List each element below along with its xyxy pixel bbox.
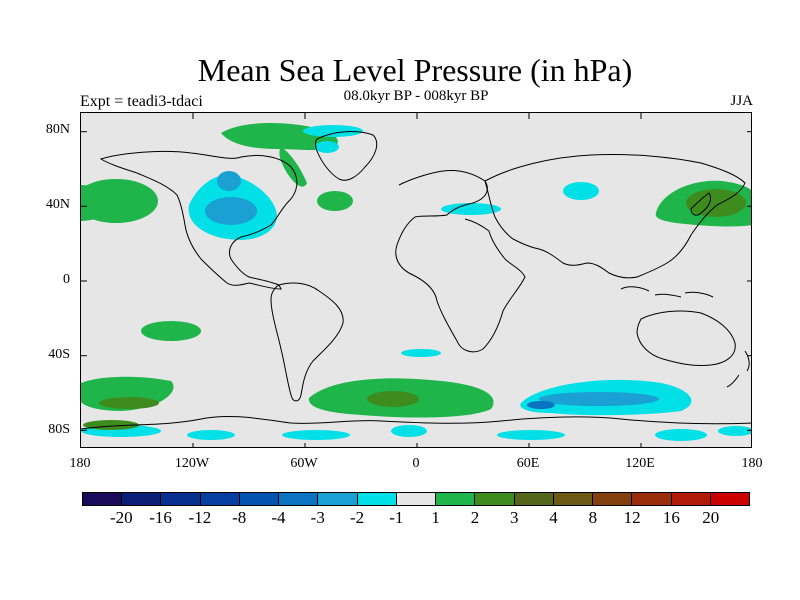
colorbar-swatch (200, 493, 240, 505)
anomaly-region (367, 391, 419, 407)
colorbar-label: -12 (188, 508, 212, 527)
colorbar-swatch (593, 493, 633, 505)
colorbar-label: 2 (470, 508, 480, 527)
anomaly-region (217, 171, 241, 191)
coastline-new-zealand (726, 350, 750, 388)
colorbar-label: 20 (702, 508, 720, 527)
anomaly-region (279, 147, 307, 187)
anomaly-region (391, 425, 427, 437)
anomaly-region (187, 430, 235, 440)
colorbar-swatch (239, 493, 280, 505)
lon-tick-label: 180 (741, 456, 763, 471)
coastline-australia (636, 310, 736, 366)
anomaly-region (141, 321, 201, 341)
anomaly-region (539, 392, 659, 406)
colorbar-swatch (83, 493, 123, 505)
season-label: JJA (730, 93, 753, 109)
colorbar-swatch (553, 493, 594, 505)
anomaly-region (563, 182, 599, 200)
colorbar-swatch (122, 493, 162, 505)
colorbar-swatch (279, 493, 319, 505)
colorbar-label: 3 (509, 508, 519, 527)
lon-tick-label: 60W (290, 456, 318, 471)
coastline-antarctica (81, 415, 751, 430)
lat-tick-label: 0 (63, 272, 70, 287)
anomaly-region (317, 191, 353, 211)
lon-tick-label: 120W (174, 456, 210, 471)
colorbar-swatch (475, 493, 515, 505)
lat-tick-label: 40N (45, 197, 70, 212)
anomaly-region (81, 185, 111, 221)
anomaly-region (401, 349, 441, 357)
coastline-south-america (270, 282, 344, 402)
coastline-north-america (99, 150, 298, 290)
map-subtitle: 08.0kyr BP - 008kyr BP (343, 88, 489, 104)
colorbar (82, 492, 750, 506)
colorbar-swatch (357, 493, 397, 505)
colorbar-label: -8 (232, 508, 247, 527)
map-svg (81, 113, 751, 447)
anomaly-region (686, 189, 746, 217)
map-plot-area (80, 112, 752, 448)
colorbar-swatch (436, 493, 476, 505)
anomaly-region (441, 203, 501, 215)
anomaly-region (497, 430, 565, 440)
anomaly-region (282, 430, 350, 440)
anomaly-region (527, 401, 555, 409)
colorbar-label: 12 (623, 508, 641, 527)
lon-tick-label: 0 (412, 456, 420, 471)
coastline-europe-africa (395, 170, 526, 353)
colorbar-label: 16 (662, 508, 680, 527)
colorbar-label: 4 (549, 508, 558, 527)
colorbar-swatch (514, 493, 554, 505)
lat-tick-label: 80N (45, 122, 70, 137)
tick-marks (81, 113, 751, 447)
colorbar-label: -1 (389, 508, 404, 527)
map-title: Mean Sea Level Pressure (in hPa) (197, 52, 633, 88)
anomaly-region (303, 125, 363, 137)
colorbar-swatch (710, 493, 749, 505)
experiment-label: Expt = teadi3-tdaci (80, 93, 203, 110)
colorbar-swatch (671, 493, 711, 505)
colorbar-label: -20 (109, 508, 133, 527)
anomaly-region (655, 429, 707, 441)
coastline-greenland (315, 131, 378, 181)
lat-tick-label: 80S (48, 422, 70, 437)
colorbar-swatch (161, 493, 201, 505)
anomaly-region (718, 426, 751, 436)
coastlines (81, 131, 751, 430)
coastline-asia (484, 153, 746, 279)
colorbar-label: 8 (588, 508, 598, 527)
colorbar-label: -3 (310, 508, 325, 527)
lon-tick-label: 60E (516, 456, 540, 471)
lat-tick-label: 40S (48, 347, 70, 362)
colorbar-label: 1 (431, 508, 440, 527)
anomaly-region (99, 397, 159, 409)
coastline-japan (690, 192, 712, 216)
colorbar-swatch (632, 493, 672, 505)
lon-tick-label: 120E (625, 456, 655, 471)
anomaly-region (205, 197, 257, 225)
anomaly-fills (81, 123, 751, 441)
colorbar-label: -2 (349, 508, 365, 527)
colorbar-label: -16 (149, 508, 172, 527)
coastline-indonesia (620, 286, 714, 298)
colorbar-swatch (396, 493, 437, 505)
colorbar-swatch (318, 493, 358, 505)
colorbar-label: -4 (271, 508, 286, 527)
lon-tick-label: 180 (69, 456, 91, 471)
anomaly-region (315, 141, 339, 153)
